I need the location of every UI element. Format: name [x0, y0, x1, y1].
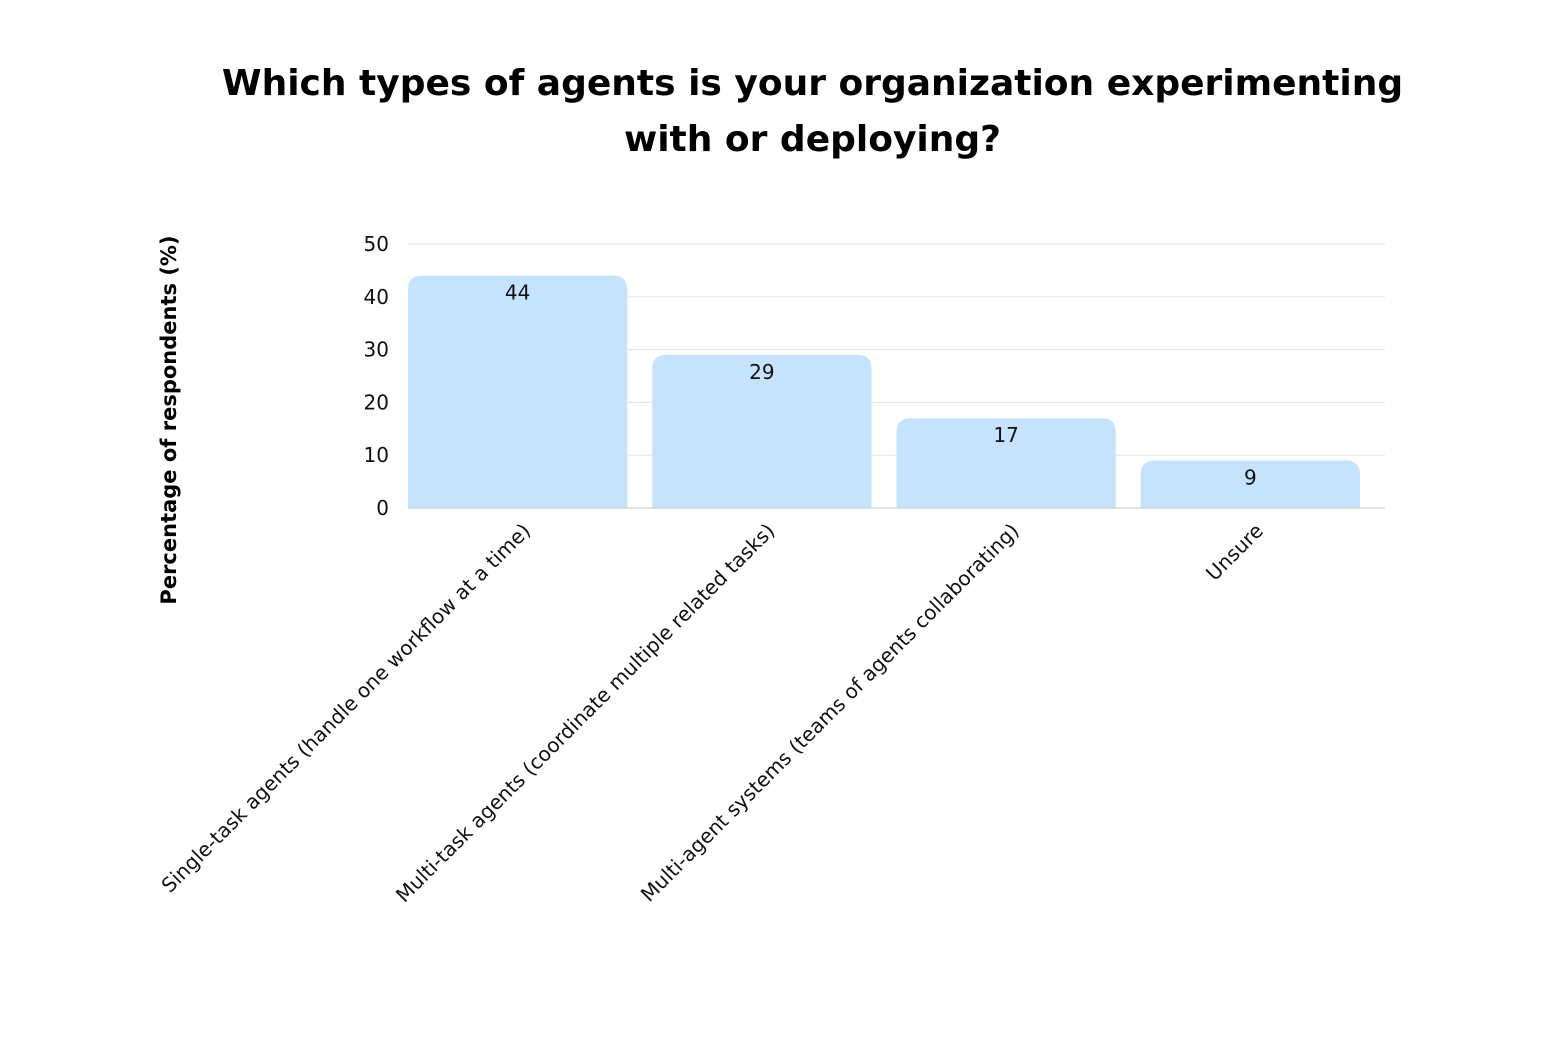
y-tick-label: 50: [364, 232, 389, 256]
chart-title-line-1: Which types of agents is your organizati…: [221, 63, 1404, 104]
x-tick-label: Multi-task agents (coordinate multiple r…: [391, 519, 779, 907]
chart-title: Which types of agents is your organizati…: [0, 56, 1555, 168]
y-tick-label: 40: [364, 285, 389, 309]
bar: [1140, 460, 1360, 508]
data-label: 17: [993, 423, 1018, 447]
x-tick-label: Unsure: [1201, 519, 1268, 586]
y-tick-label: 30: [364, 338, 389, 362]
bar: [652, 354, 872, 508]
x-tick-label: Single-task agents (handle one workflow …: [156, 519, 535, 898]
data-label: 44: [505, 281, 530, 305]
bar: [408, 275, 628, 508]
chart-title-line-2: with or deploying?: [623, 119, 1002, 160]
y-tick-label: 10: [364, 443, 389, 467]
data-label: 9: [1244, 465, 1257, 489]
y-tick-label: 0: [376, 496, 389, 520]
y-axis-label: Percentage of respondents (%): [157, 235, 181, 604]
y-tick-label: 20: [364, 390, 389, 414]
bar: [896, 418, 1116, 508]
data-label: 29: [749, 360, 774, 384]
x-tick-label: Multi-agent systems (teams of agents col…: [636, 519, 1024, 907]
